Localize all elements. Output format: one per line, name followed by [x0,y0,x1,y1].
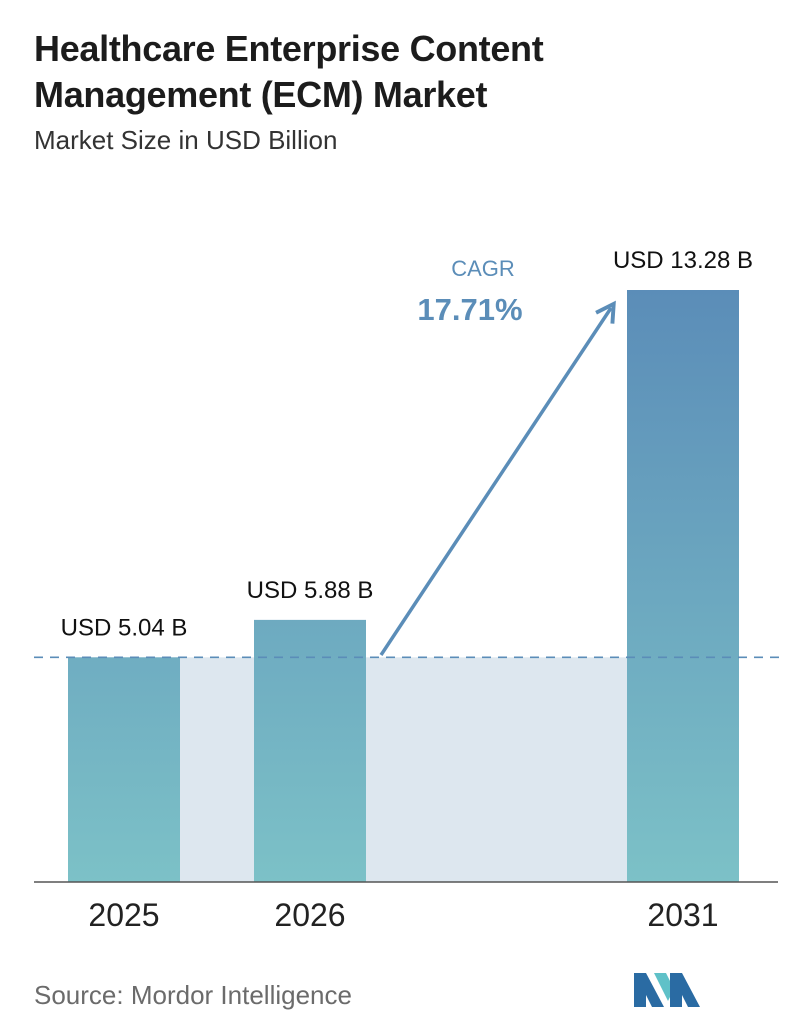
chart-subtitle: Market Size in USD Billion [34,125,338,155]
cagr-label: CAGR [451,256,515,281]
chart-title-line-2: Management (ECM) Market [34,74,488,115]
chart-title-line-1: Healthcare Enterprise Content [34,28,544,69]
value-label-2031: USD 13.28 B [613,247,753,274]
value-label-2025: USD 5.04 B [61,614,188,641]
bar-2025 [68,657,180,882]
source-note: Source: Mordor Intelligence [34,978,352,1012]
source-label: Source: [34,980,124,1010]
bar-2026 [254,619,366,882]
mordor-intelligence-logo-icon [634,973,700,1007]
category-label-2031: 2031 [647,897,718,933]
category-label-2026: 2026 [274,897,345,933]
chart-header: Healthcare Enterprise Content Management… [34,26,764,156]
bar-2031 [627,290,739,882]
value-label-2026: USD 5.88 B [247,577,374,604]
source-value: Mordor Intelligence [130,980,352,1010]
chart-title: Healthcare Enterprise Content Management… [34,26,764,118]
category-label-2025: 2025 [88,897,159,933]
cagr-arrow [379,300,616,656]
cagr-value: 17.71% [417,292,522,327]
